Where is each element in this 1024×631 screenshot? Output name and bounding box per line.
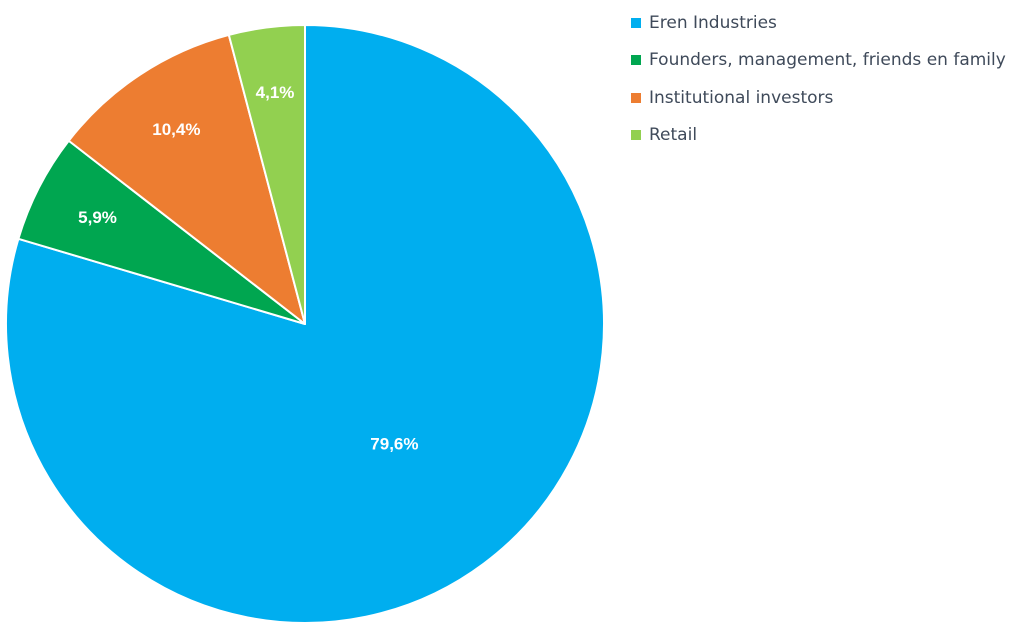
pie-slice-eren-industries — [5, 24, 605, 624]
legend-label: Eren Industries — [649, 12, 777, 33]
data-label-retail: 4,1% — [256, 83, 295, 102]
pie-slice-retail — [227, 24, 306, 325]
legend-swatch — [631, 17, 641, 28]
data-label-institutional-investors: 10,4% — [152, 120, 200, 139]
legend-item-retail: Retail — [631, 117, 1006, 155]
legend: Eren Industries Founders, management, fri… — [631, 4, 1006, 154]
legend-item-founders-management-friends-en-family: Founders, management, friends en family — [631, 42, 1006, 80]
data-label-eren-industries: 79,6% — [370, 434, 418, 453]
legend-item-institutional-investors: Institutional investors — [631, 79, 1006, 117]
pie-slices — [5, 24, 605, 624]
pie-slice-institutional-investors — [67, 33, 306, 325]
legend-label: Institutional investors — [649, 87, 834, 108]
legend-swatch — [631, 130, 641, 141]
data-label-founders-management-friends-en-family: 5,9% — [78, 208, 117, 227]
legend-label: Founders, management, friends en family — [649, 50, 1006, 71]
legend-item-eren-industries: Eren Industries — [631, 4, 1006, 42]
legend-swatch — [631, 92, 641, 103]
legend-label: Retail — [649, 125, 698, 146]
pie-data-labels: 79,6% 5,9% 10,4% 4,1% — [78, 83, 418, 453]
legend-swatch — [631, 55, 641, 66]
